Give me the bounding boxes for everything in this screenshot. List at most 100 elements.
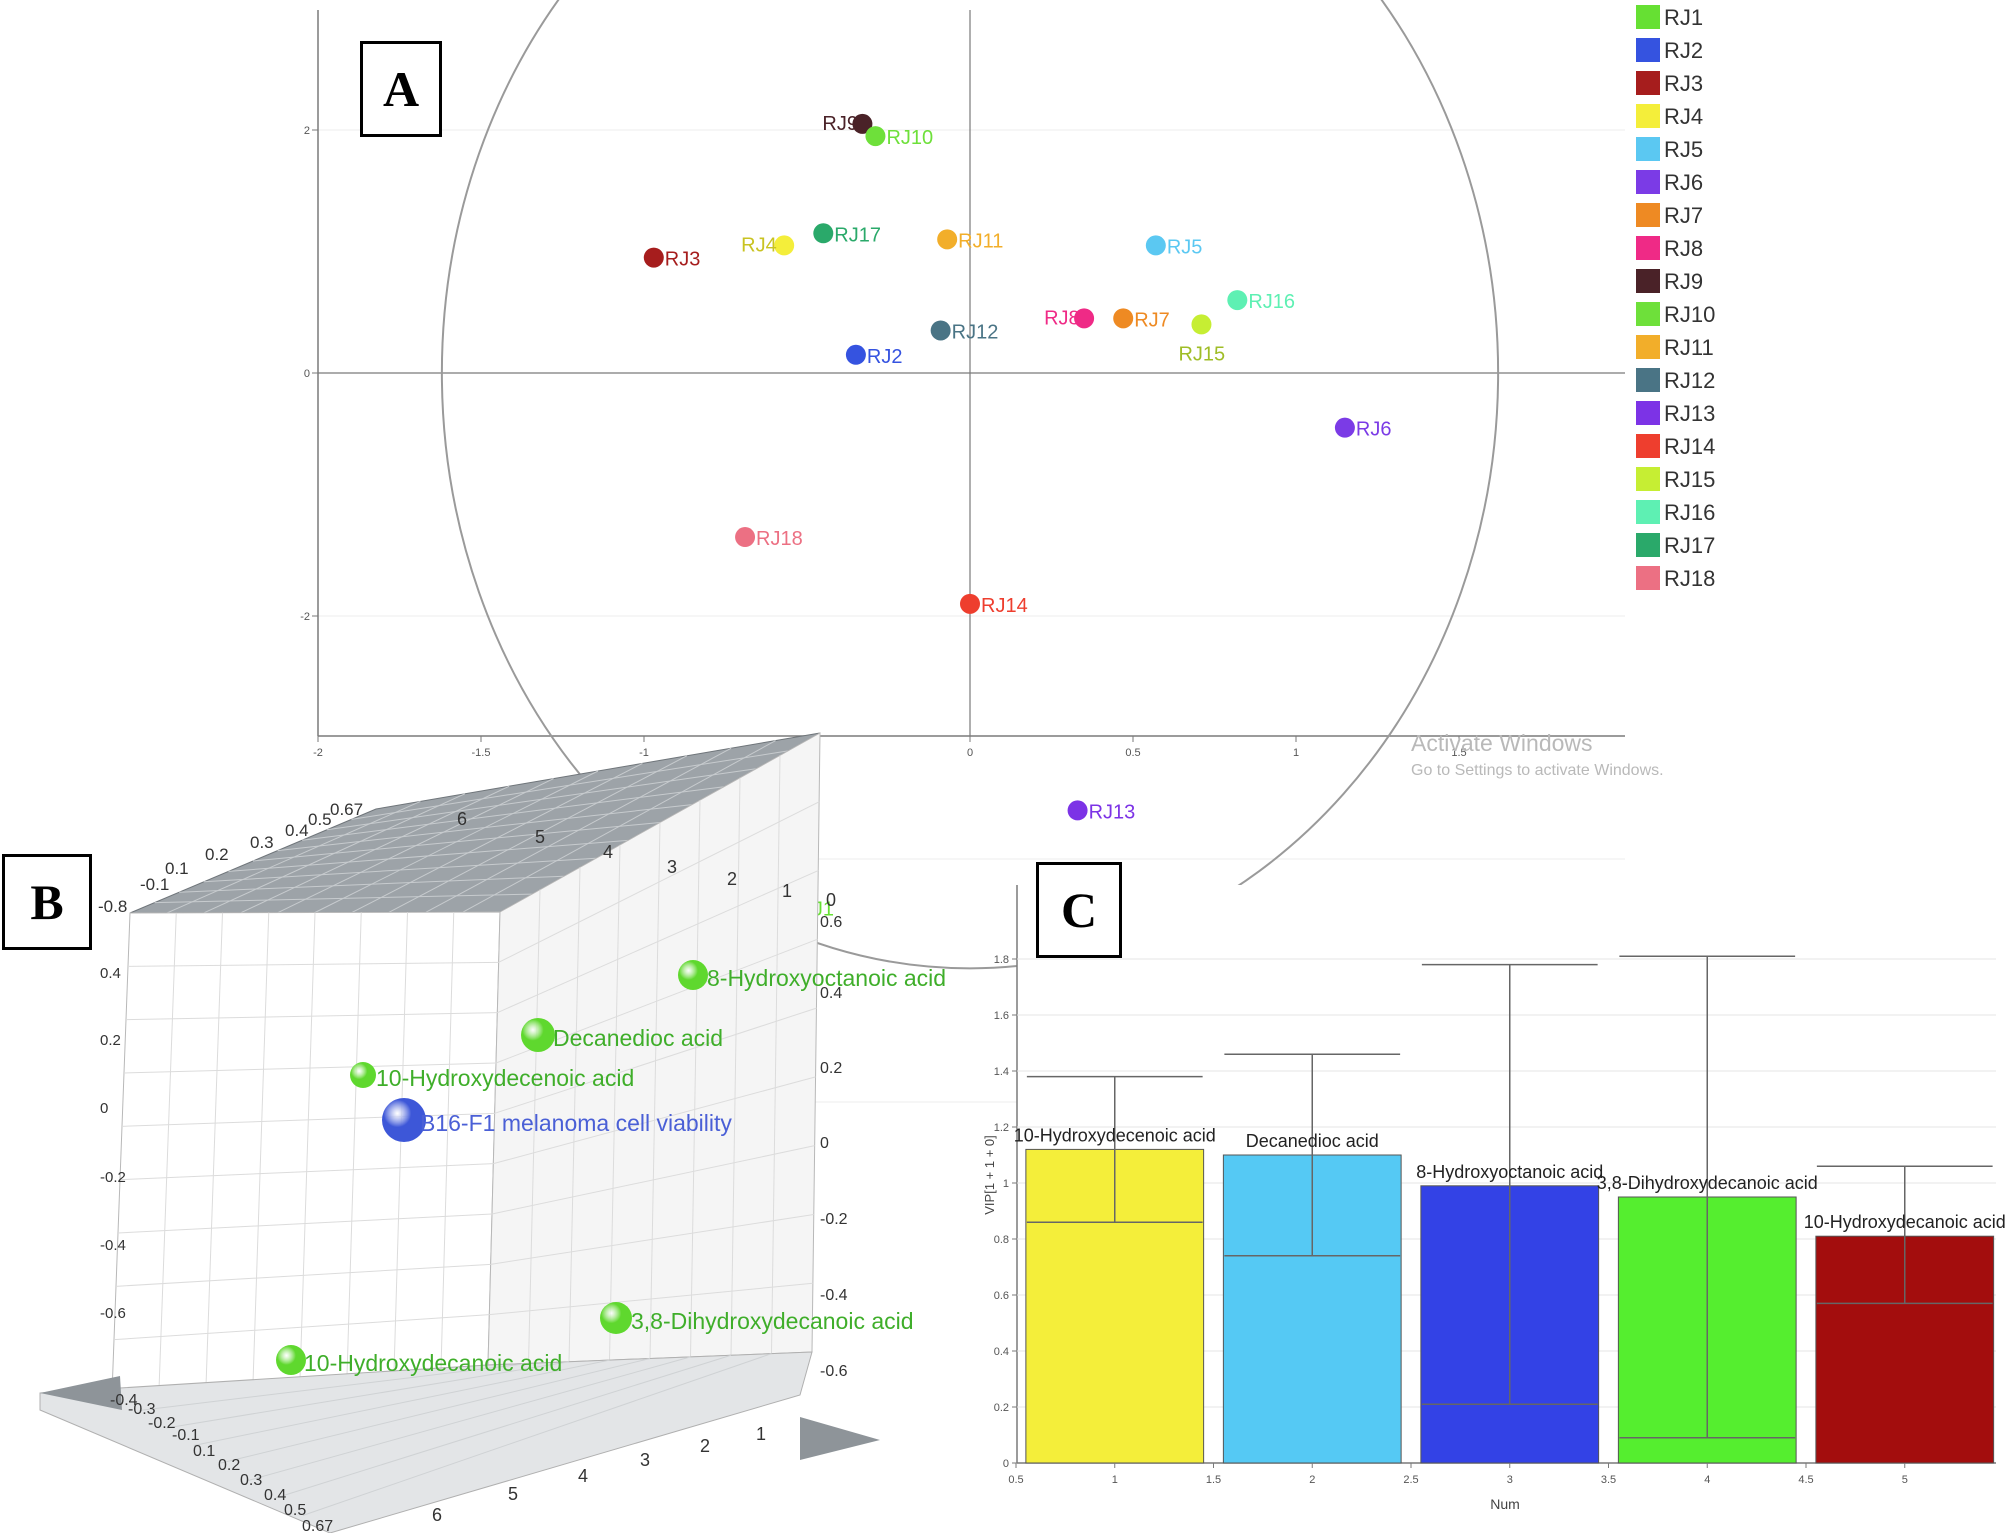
loading-point	[350, 1062, 376, 1088]
wall-grid-line	[528, 889, 541, 1364]
floor-grid-line	[275, 1354, 732, 1499]
panel-label-a: A	[360, 41, 442, 137]
legend-label: RJ15	[1664, 467, 1716, 492]
score-point-label: RJ5	[1167, 236, 1203, 258]
top-depth-tick: 1	[782, 881, 792, 901]
loading-point	[521, 1018, 555, 1052]
x-tick-label-c: 3	[1507, 1474, 1513, 1486]
panel-label-c-text: C	[1060, 882, 1098, 938]
loading-point	[600, 1302, 632, 1334]
legend-label: RJ6	[1664, 170, 1704, 195]
right-vertical-tick: 0.6	[820, 914, 842, 931]
right-vertical-tick: -0.2	[820, 1211, 848, 1228]
top-left-tick: -0.1	[140, 875, 169, 894]
score-point-label: RJ18	[756, 528, 803, 550]
score-point-label: RJ6	[1356, 419, 1392, 441]
bottom-depth-tick: 0.4	[264, 1487, 286, 1504]
top-grid-line	[302, 786, 725, 841]
y-tick-label-c: 1.8	[994, 954, 1009, 966]
top-depth-tick: 0	[826, 890, 836, 910]
wall-grid-line	[299, 912, 316, 1380]
legend-swatch	[1636, 236, 1660, 260]
top-left-tick: 0.3	[250, 833, 274, 852]
score-point-label: RJ11	[958, 230, 1003, 252]
loading-point	[678, 960, 708, 990]
score-point-label: RJ9	[822, 113, 858, 135]
legend-swatch	[1636, 467, 1660, 491]
x-axis-title-c: Num	[1490, 1496, 1520, 1512]
score-point-label: RJ15	[1178, 343, 1225, 365]
right-vertical-tick: 0.2	[820, 1060, 842, 1077]
top-grid-line	[277, 804, 693, 852]
y-tick-label-a: -2	[300, 611, 310, 623]
left-vertical-tick: 0.2	[100, 1032, 121, 1049]
panel-label-b: B	[2, 854, 92, 950]
bottom-depth-tick: -0.3	[128, 1401, 156, 1418]
legend-item: RJ7	[1636, 200, 1756, 233]
wall-grid-line	[440, 912, 455, 1369]
legend-label: RJ10	[1664, 302, 1716, 327]
legend-label: RJ14	[1664, 434, 1716, 459]
left-vertical-tick: 0	[100, 1100, 108, 1117]
x-tick-label-c: 2.5	[1403, 1474, 1418, 1486]
x-tick-label-c: 1	[1112, 1474, 1118, 1486]
panel-label-c: C	[1036, 862, 1122, 958]
legend-item: RJ10	[1636, 299, 1756, 332]
score-point-label: RJ12	[952, 321, 999, 343]
score-point-label: RJ17	[834, 224, 881, 246]
bottom-depth-tick: -0.2	[148, 1415, 176, 1432]
legend-swatch	[1636, 302, 1660, 326]
right-vertical-tick: -0.4	[820, 1287, 848, 1304]
legend-item: RJ18	[1636, 563, 1756, 596]
x-tick-label-a: 1.5	[1451, 747, 1466, 759]
wall-grid-line	[205, 912, 223, 1387]
x-tick-label-c: 1.5	[1206, 1474, 1221, 1486]
loading-point-label: Decanedioc acid	[553, 1025, 723, 1051]
bottom-depth-tick: 0.5	[284, 1502, 306, 1519]
bottom-depth-tick: 0.67	[302, 1518, 333, 1533]
score-point	[774, 235, 795, 256]
floor-grid-line	[302, 1353, 772, 1516]
x-tick-label-c: 4.5	[1798, 1474, 1813, 1486]
legend-item: RJ9	[1636, 266, 1756, 299]
wall-grid-line	[609, 844, 621, 1361]
wall-grid-line	[252, 912, 270, 1383]
x-tick-label-c: 4	[1704, 1474, 1710, 1486]
floor-grid-line	[220, 1358, 651, 1464]
score-plot-legend: RJ1 RJ2 RJ3 RJ4 RJ5 RJ6 RJ7 RJ8 RJ9 RJ10 RJ11 RJ12 R…	[1636, 2, 1756, 596]
top-grid-line	[425, 747, 732, 913]
score-point-label: RJ7	[1134, 309, 1170, 331]
top-left-tick: 0.67	[330, 800, 363, 819]
legend-item: RJ13	[1636, 398, 1756, 431]
wall-grid-line	[649, 822, 661, 1359]
loading-point-label: 10-Hydroxydecenoic acid	[376, 1065, 634, 1091]
legend-label: RJ1	[1664, 5, 1704, 30]
legend-label: RJ9	[1664, 269, 1704, 294]
floor-cone-left	[40, 1376, 122, 1410]
legend-item: RJ5	[1636, 134, 1756, 167]
top-grid-line	[351, 762, 643, 913]
legend-swatch	[1636, 368, 1660, 392]
legend-label: RJ8	[1664, 236, 1704, 261]
legend-swatch	[1636, 104, 1660, 128]
top-depth-tick: 3	[667, 857, 677, 877]
right-vertical-tick: 0	[820, 1135, 829, 1152]
legend-label: RJ18	[1664, 566, 1716, 591]
score-point	[1067, 800, 1088, 821]
legend-item: RJ15	[1636, 464, 1756, 497]
legend-swatch	[1636, 566, 1660, 590]
x-tick-label-c: 0.5	[1008, 1474, 1023, 1486]
top-left-tick: 0.2	[205, 845, 229, 864]
loading-point	[276, 1345, 306, 1375]
vip-bar-label: Decanedioc acid	[1246, 1131, 1379, 1151]
floor-grid-line	[193, 1359, 610, 1446]
y-tick-label-c: 0.2	[994, 1402, 1009, 1414]
legend-swatch	[1636, 71, 1660, 95]
legend-item: RJ12	[1636, 365, 1756, 398]
x-tick-label-a: -2	[313, 747, 323, 759]
score-point	[865, 126, 886, 147]
y-axis-title-c: VIP[1 + 1 + 0]	[982, 1135, 997, 1215]
bottom-depth-tick: 0.2	[218, 1457, 240, 1474]
